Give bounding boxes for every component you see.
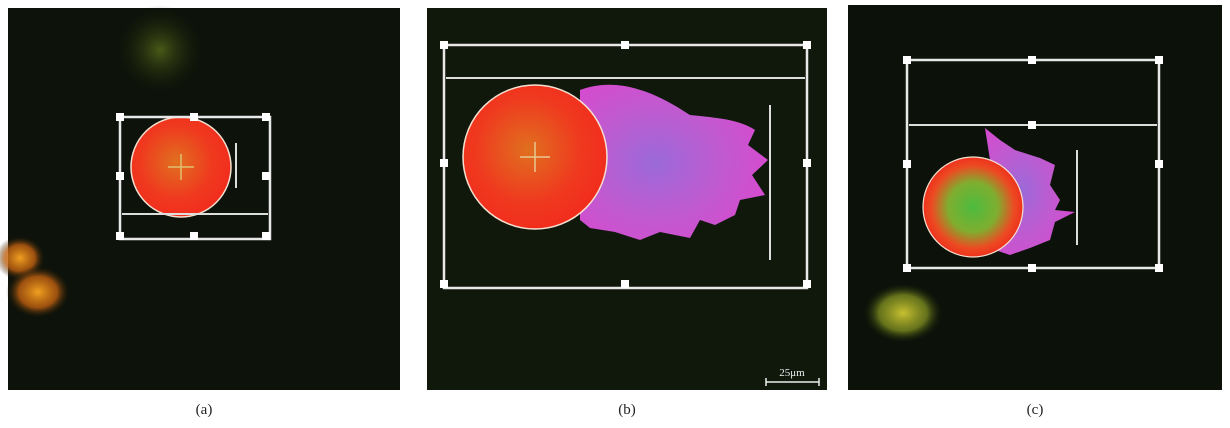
- panel-c: (c): [848, 5, 1222, 418]
- scale-bar-label: 25μm: [779, 367, 805, 379]
- figure-canvas: (a) 25μm (b) (c): [0, 0, 1230, 428]
- figure: (a) 25μm (b) (c) (() => { const data = J…: [0, 0, 1230, 428]
- panel-label: (c): [1027, 402, 1044, 418]
- orange-cell: [6, 266, 70, 318]
- comet-head: [923, 157, 1023, 257]
- faint-cell: [115, 5, 205, 95]
- panel-a: (a): [0, 5, 400, 418]
- yellow-cell: [863, 283, 943, 343]
- panel-label: (a): [196, 402, 213, 418]
- panel-label: (b): [618, 402, 636, 418]
- page: {"panels": [{"label": "(a)"}, {"label": …: [0, 0, 1230, 428]
- panel-b: 25μm (b): [427, 8, 827, 418]
